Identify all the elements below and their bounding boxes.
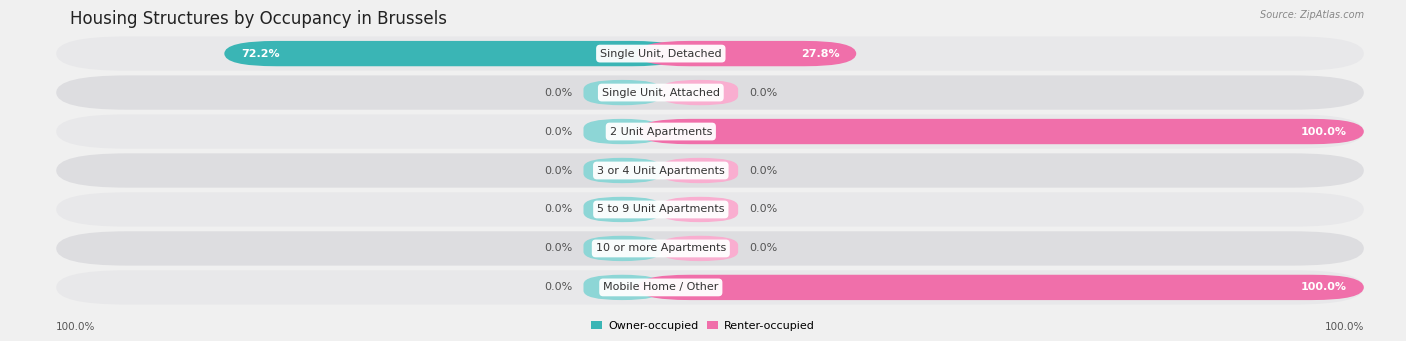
Text: 2 Unit Apartments: 2 Unit Apartments [610, 127, 711, 136]
Legend: Owner-occupied, Renter-occupied: Owner-occupied, Renter-occupied [586, 316, 820, 336]
FancyBboxPatch shape [661, 158, 738, 183]
Text: 0.0%: 0.0% [544, 243, 572, 253]
FancyBboxPatch shape [56, 192, 1364, 227]
Text: 3 or 4 Unit Apartments: 3 or 4 Unit Apartments [598, 165, 724, 176]
FancyBboxPatch shape [56, 270, 1364, 305]
FancyBboxPatch shape [583, 119, 661, 144]
Text: 5 to 9 Unit Apartments: 5 to 9 Unit Apartments [598, 205, 724, 214]
FancyBboxPatch shape [56, 231, 1364, 266]
Text: 100.0%: 100.0% [1324, 322, 1364, 332]
Text: 100.0%: 100.0% [1301, 282, 1347, 293]
FancyBboxPatch shape [56, 75, 1364, 110]
Text: 0.0%: 0.0% [544, 282, 572, 293]
Text: 0.0%: 0.0% [544, 165, 572, 176]
FancyBboxPatch shape [583, 80, 661, 105]
Text: Source: ZipAtlas.com: Source: ZipAtlas.com [1260, 10, 1364, 20]
FancyBboxPatch shape [56, 36, 1364, 71]
Text: Single Unit, Detached: Single Unit, Detached [600, 48, 721, 59]
FancyBboxPatch shape [56, 114, 1364, 149]
FancyBboxPatch shape [661, 80, 738, 105]
FancyBboxPatch shape [638, 41, 856, 66]
Text: 0.0%: 0.0% [749, 243, 778, 253]
Text: 100.0%: 100.0% [56, 322, 96, 332]
Text: 0.0%: 0.0% [749, 88, 778, 98]
FancyBboxPatch shape [583, 158, 661, 183]
FancyBboxPatch shape [56, 153, 1364, 188]
FancyBboxPatch shape [583, 236, 661, 261]
FancyBboxPatch shape [583, 197, 661, 222]
Text: 0.0%: 0.0% [749, 205, 778, 214]
FancyBboxPatch shape [661, 236, 738, 261]
FancyBboxPatch shape [638, 275, 1364, 300]
FancyBboxPatch shape [225, 41, 685, 66]
Text: 0.0%: 0.0% [544, 205, 572, 214]
Text: 0.0%: 0.0% [749, 165, 778, 176]
Text: 0.0%: 0.0% [544, 127, 572, 136]
Text: 27.8%: 27.8% [801, 48, 839, 59]
FancyBboxPatch shape [661, 197, 738, 222]
Text: Housing Structures by Occupancy in Brussels: Housing Structures by Occupancy in Bruss… [70, 10, 447, 28]
Text: 100.0%: 100.0% [1301, 127, 1347, 136]
Text: 0.0%: 0.0% [544, 88, 572, 98]
Text: 10 or more Apartments: 10 or more Apartments [596, 243, 725, 253]
FancyBboxPatch shape [583, 275, 661, 300]
Text: Mobile Home / Other: Mobile Home / Other [603, 282, 718, 293]
Text: Single Unit, Attached: Single Unit, Attached [602, 88, 720, 98]
FancyBboxPatch shape [638, 119, 1364, 144]
Text: 72.2%: 72.2% [242, 48, 280, 59]
